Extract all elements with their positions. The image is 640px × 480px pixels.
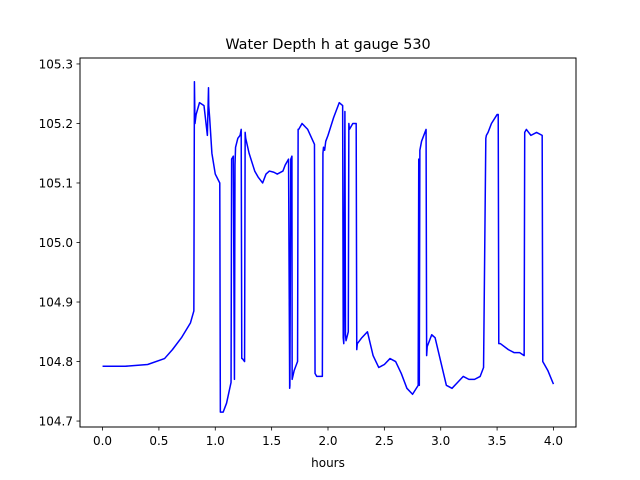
x-tick-label: 4.0 xyxy=(544,434,563,448)
y-tick-label: 105.0 xyxy=(39,236,73,250)
y-tick-label: 105.1 xyxy=(39,176,73,190)
y-tick-label: 104.9 xyxy=(39,295,73,309)
series-line-0 xyxy=(102,81,555,413)
chart-title: Water Depth h at gauge 530 xyxy=(225,37,430,53)
y-tick-label: 105.3 xyxy=(39,57,73,71)
y-axis: 104.7 104.8 104.9 105.0 105.1 105.2 105.3 xyxy=(39,57,80,428)
x-tick-label: 0.0 xyxy=(93,434,112,448)
x-axis-label: hours xyxy=(311,456,345,470)
x-tick-label: 2.0 xyxy=(318,434,337,448)
x-tick-label: 2.5 xyxy=(375,434,394,448)
x-tick-label: 3.5 xyxy=(488,434,507,448)
y-tick-label: 105.2 xyxy=(39,117,73,131)
x-tick-label: 1.5 xyxy=(262,434,281,448)
x-tick-label: 3.0 xyxy=(431,434,450,448)
x-tick-label: 0.5 xyxy=(149,434,168,448)
x-axis: 0.0 0.5 1.0 1.5 2.0 2.5 3.0 3.5 4.0 xyxy=(93,427,563,448)
y-tick-label: 104.8 xyxy=(39,355,73,369)
x-tick-label: 1.0 xyxy=(206,434,225,448)
y-tick-label: 104.7 xyxy=(39,414,73,428)
